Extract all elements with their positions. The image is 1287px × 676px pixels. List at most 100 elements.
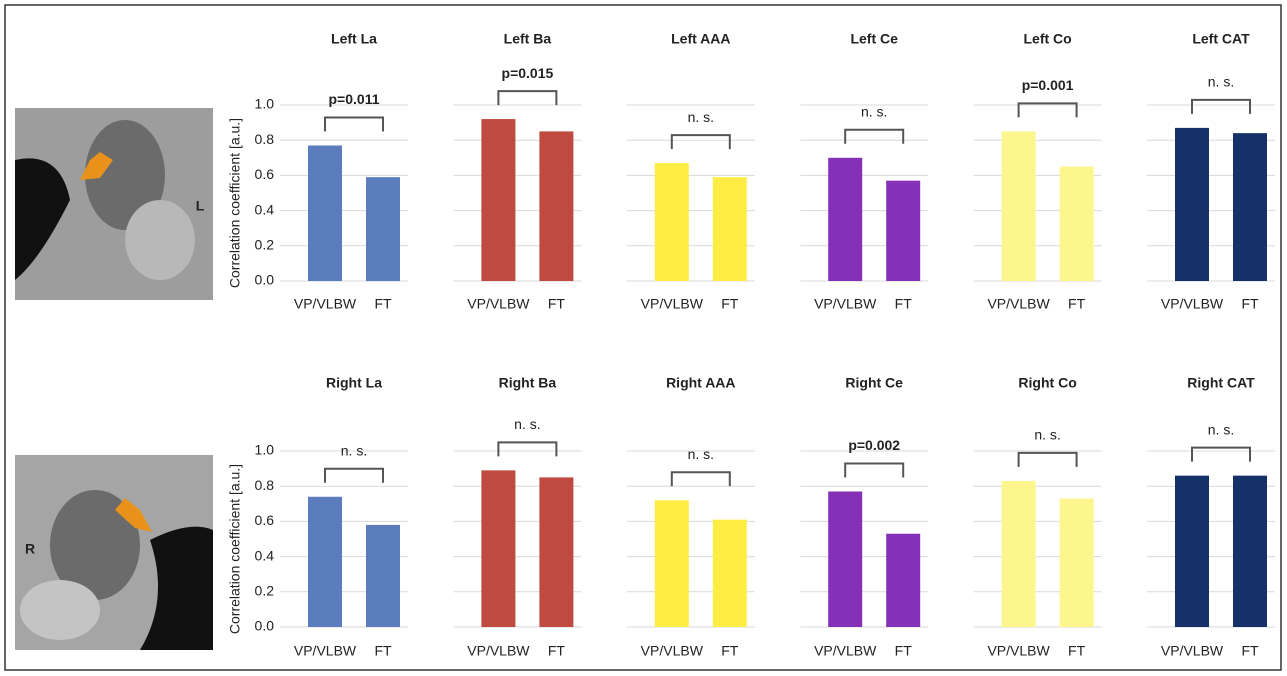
bar — [886, 180, 921, 281]
panel-title: Left AAA — [671, 31, 730, 47]
significance-bracket — [1191, 446, 1251, 462]
significance-label: n. s. — [1208, 74, 1234, 90]
x-tick-label: VP/VLBW — [641, 296, 704, 312]
significance-bracket — [670, 134, 731, 150]
significance-label: n. s. — [341, 442, 367, 458]
x-tick-label: FT — [721, 296, 739, 312]
significance-label: p=0.002 — [848, 437, 900, 453]
y-tick-label: 0.6 — [255, 166, 275, 182]
panel-title: Left Ce — [850, 31, 898, 47]
x-tick-label: VP/VLBW — [294, 643, 357, 659]
bar — [1175, 127, 1209, 281]
image-label: L — [196, 198, 205, 214]
bar — [1175, 475, 1209, 627]
bar — [886, 533, 921, 627]
y-tick-label: 0.0 — [255, 272, 275, 288]
x-tick-label: FT — [721, 643, 739, 659]
significance-bracket — [324, 467, 384, 483]
panel-title: Left Co — [1023, 31, 1071, 47]
x-tick-label: VP/VLBW — [987, 643, 1050, 659]
x-tick-label: VP/VLBW — [1161, 643, 1224, 659]
bar — [366, 524, 400, 627]
x-tick-label: VP/VLBW — [467, 643, 530, 659]
x-tick-label: VP/VLBW — [467, 296, 530, 312]
bar — [308, 496, 342, 627]
significance-label: n. s. — [514, 416, 540, 432]
bar — [828, 157, 863, 281]
x-tick-label: VP/VLBW — [294, 296, 357, 312]
bar — [1233, 475, 1267, 627]
panel-title: Left Ba — [504, 31, 552, 47]
significance-label: n. s. — [688, 446, 714, 462]
bar — [828, 491, 863, 627]
bar — [539, 131, 574, 281]
frame — [4, 4, 1282, 671]
significance-bracket — [844, 128, 905, 144]
y-axis-label: Correlation coefficient [a.u.] — [227, 464, 243, 634]
bar — [366, 177, 400, 281]
bar — [1059, 166, 1094, 281]
bar — [1001, 480, 1036, 627]
x-tick-label: VP/VLBW — [814, 296, 877, 312]
y-tick-label: 0.2 — [255, 237, 275, 253]
brain-image-left: L — [15, 108, 213, 300]
significance-label: n. s. — [1034, 427, 1060, 443]
significance-bracket — [1017, 102, 1078, 118]
y-tick-label: 0.4 — [255, 201, 275, 217]
significance-bracket — [1191, 98, 1251, 114]
y-tick-label: 1.0 — [255, 442, 275, 458]
x-tick-label: VP/VLBW — [1161, 296, 1224, 312]
bar — [308, 145, 342, 281]
significance-bracket — [1017, 451, 1078, 467]
significance-label: n. s. — [861, 104, 887, 120]
x-tick-label: FT — [1241, 296, 1259, 312]
x-tick-label: VP/VLBW — [641, 643, 704, 659]
y-tick-label: 0.0 — [255, 618, 275, 634]
panel-title: Right Co — [1018, 375, 1076, 391]
bar — [539, 477, 574, 627]
panel-title: Right AAA — [666, 375, 735, 391]
bar — [654, 500, 689, 627]
bar — [481, 470, 516, 627]
y-tick-label: 0.4 — [255, 547, 275, 563]
x-tick-label: FT — [1241, 643, 1259, 659]
significance-bracket — [670, 471, 731, 487]
brain-image-right: R — [15, 455, 213, 650]
x-tick-label: VP/VLBW — [987, 296, 1050, 312]
significance-bracket — [497, 441, 558, 457]
significance-bracket — [497, 90, 558, 106]
x-tick-label: FT — [895, 643, 913, 659]
bar — [712, 519, 747, 627]
y-tick-label: 0.8 — [255, 131, 275, 147]
x-tick-label: FT — [895, 296, 913, 312]
significance-label: p=0.015 — [502, 65, 554, 81]
bar — [654, 163, 689, 281]
y-tick-label: 0.8 — [255, 477, 275, 493]
significance-bracket — [844, 462, 905, 478]
bar — [712, 177, 747, 281]
panel-title: Right La — [326, 375, 382, 391]
x-tick-label: FT — [1068, 643, 1086, 659]
panel-title: Right Ba — [499, 375, 557, 391]
y-tick-label: 0.2 — [255, 583, 275, 599]
x-tick-label: FT — [548, 296, 566, 312]
significance-label: p=0.001 — [1022, 77, 1074, 93]
significance-bracket — [324, 116, 384, 132]
image-label: R — [25, 541, 35, 557]
panel-title: Right Ce — [845, 375, 903, 391]
significance-label: n. s. — [688, 109, 714, 125]
panel-title: Left CAT — [1192, 31, 1250, 47]
significance-label: p=0.011 — [329, 91, 380, 107]
bar — [1233, 133, 1267, 281]
y-tick-label: 0.6 — [255, 512, 275, 528]
y-axis-label: Correlation coefficient [a.u.] — [227, 118, 243, 288]
x-tick-label: FT — [548, 643, 566, 659]
panel-title: Left La — [331, 31, 377, 47]
significance-label: n. s. — [1208, 421, 1234, 437]
bar — [1059, 498, 1094, 627]
bar — [1001, 131, 1036, 281]
y-tick-label: 1.0 — [255, 96, 275, 112]
bar — [481, 119, 516, 281]
x-tick-label: VP/VLBW — [814, 643, 877, 659]
